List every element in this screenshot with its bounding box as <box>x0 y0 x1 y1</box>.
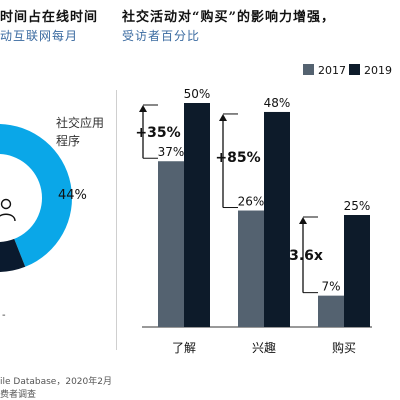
right-chart-subtitle: 受访者百分比 <box>122 29 201 43</box>
legend-swatch-2019 <box>349 64 360 75</box>
growth-arrow-head-2 <box>299 217 307 224</box>
source-note: ile Database，2020年2月 <box>0 377 112 387</box>
bar-label-2017-2: 7% <box>321 280 340 294</box>
growth-arrow-head-0 <box>139 105 147 112</box>
bar-2019-1 <box>264 111 290 328</box>
donut-label-line1: 社交应用 <box>56 116 105 130</box>
right-chart-title: 社交活动对“购买”的影响力增强， <box>122 10 335 25</box>
panel-divider <box>116 90 117 350</box>
donut-segment-label: 社交应用 程序 <box>56 114 116 150</box>
person-icon-head <box>0 198 12 210</box>
person-icon <box>0 198 16 222</box>
bar-label-2019-1: 48% <box>264 96 291 110</box>
bar-label-2019-2: 25% <box>344 199 371 213</box>
growth-arrow-2 <box>299 216 318 294</box>
growth-annotation-0: +35% <box>135 125 180 141</box>
bar-2017-1 <box>238 210 264 327</box>
left-fragment-mark: - <box>2 310 6 321</box>
bar-label-2017-1: 26% <box>238 195 265 209</box>
x-tick-label-0: 了解 <box>172 341 196 355</box>
donut-value-label: 44% <box>58 188 87 203</box>
legend-label-2017: 2017 <box>318 64 346 77</box>
growth-arrow-head-1 <box>219 113 227 121</box>
donut-label-line2: 程序 <box>56 134 81 148</box>
donut-chart: 44% - <box>0 124 87 321</box>
source-note-2: 费者调查 <box>0 390 37 400</box>
bar-2017-2 <box>318 295 344 327</box>
bar-label-2019-0: 50% <box>184 87 211 101</box>
legend-swatch-2017 <box>303 64 314 75</box>
growth-arrow-1 <box>219 113 238 209</box>
left-chart-subtitle: 动互联网每月 <box>0 29 79 43</box>
legend-label-2019: 2019 <box>364 64 392 77</box>
bar-label-2017-0: 37% <box>158 145 185 159</box>
growth-annotation-2: 3.6x <box>289 248 323 264</box>
x-tick-label-1: 兴趣 <box>252 340 276 355</box>
person-icon-body <box>0 213 16 222</box>
donut-segment-other <box>0 238 26 272</box>
bar-2019-2 <box>344 215 370 327</box>
bar-2017-0 <box>158 161 184 327</box>
growth-arrow-0 <box>139 104 158 159</box>
legend: 2017 2019 <box>303 64 392 77</box>
left-chart-title: 时间占在线时间 <box>0 10 99 25</box>
donut-segment-social <box>0 124 72 267</box>
x-tick-label-2: 购买 <box>332 340 356 355</box>
bar-2019-0 <box>184 103 210 327</box>
growth-annotation-1: +85% <box>215 150 260 166</box>
